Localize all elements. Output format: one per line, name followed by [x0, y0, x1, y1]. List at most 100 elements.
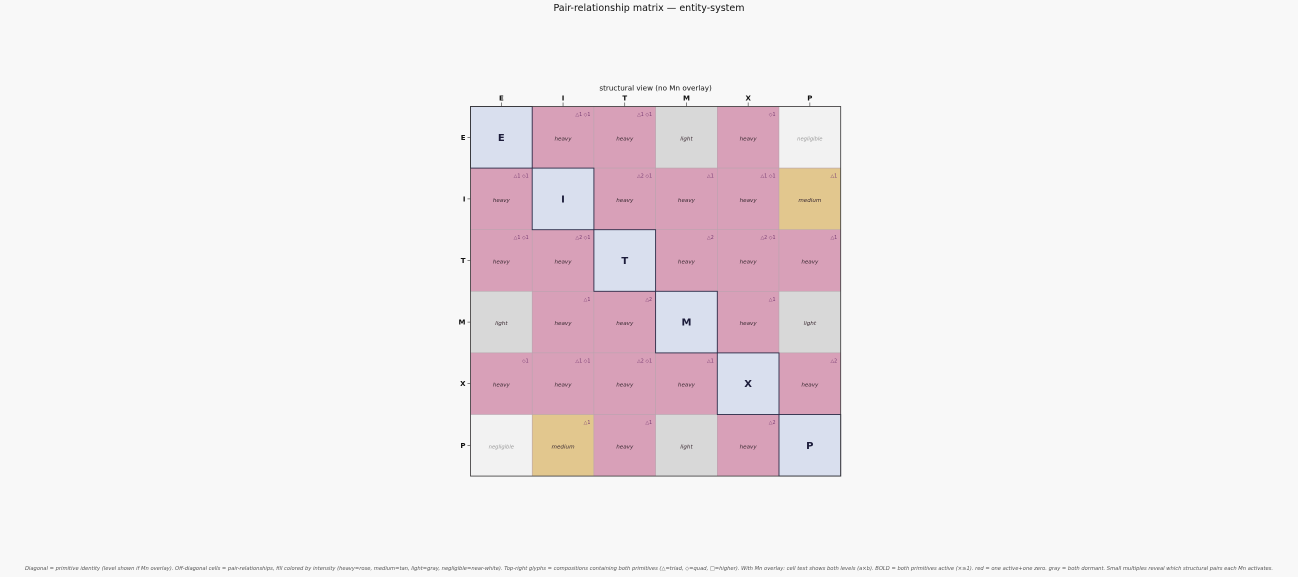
cell-intensity-label: heavy [740, 444, 758, 450]
row-header: T [461, 257, 466, 265]
matrix-cell-heavy [717, 229, 780, 292]
row-header: X [460, 380, 466, 388]
matrix-cell-medium [778, 167, 841, 230]
cell-intensity-label: heavy [616, 198, 634, 204]
matrix-cell-light [778, 291, 841, 354]
cell-intensity-label: negligible [489, 444, 514, 450]
matrix-title: structural view (no Mn overlay) [599, 84, 712, 93]
matrix-cell-heavy [531, 352, 595, 415]
matrix-cell-negligible [470, 414, 533, 477]
cell-intensity-label: heavy [740, 136, 758, 142]
cell-intensity-label: heavy [493, 383, 511, 389]
composition-glyph: △1 [707, 174, 714, 180]
composition-glyph: △1 [584, 420, 591, 426]
cell-intensity-label: heavy [616, 444, 634, 450]
matrix-cell-heavy [593, 414, 656, 477]
matrix-cell-heavy [593, 106, 656, 169]
diagonal-cell [593, 229, 657, 292]
cell-intensity-label: heavy [493, 260, 511, 266]
composition-glyph: △2 [707, 235, 714, 241]
composition-glyph: △2 ◇1 [575, 235, 590, 241]
composition-glyph: △1 [645, 420, 652, 426]
matrix-cell-heavy [593, 352, 656, 415]
matrix-frame [470, 106, 842, 477]
cell-intensity-label: heavy [555, 260, 573, 266]
composition-glyph: △1 ◇1 [637, 112, 652, 118]
matrix-cell-heavy [531, 291, 595, 354]
matrix-cell-heavy [531, 106, 595, 169]
row-header: M [459, 319, 466, 327]
diagonal-cell [716, 352, 780, 415]
composition-glyph: △2 [830, 358, 837, 364]
column-header: X [745, 95, 751, 103]
composition-glyph: △1 ◇1 [760, 174, 775, 180]
column-header: P [807, 95, 812, 103]
composition-glyph: △1 ◇1 [575, 112, 590, 118]
composition-glyph: △1 ◇1 [575, 358, 590, 364]
cell-intensity-label: heavy [555, 136, 573, 142]
cell-intensity-label: heavy [678, 383, 696, 389]
matrix-cell-negligible [778, 106, 841, 169]
row-header: I [463, 195, 466, 203]
matrix-cell-light [470, 291, 533, 354]
cell-intensity-label: medium [552, 444, 576, 450]
cell-intensity-label: heavy [616, 321, 634, 327]
cell-intensity-label: heavy [740, 198, 758, 204]
column-header: E [499, 95, 504, 103]
column-header: M [683, 95, 690, 103]
composition-glyph: △2 ◇1 [637, 358, 652, 364]
matrix-cell-heavy [593, 291, 656, 354]
cell-intensity-label: negligible [797, 136, 822, 142]
footnote: Diagonal = primitive identity (level sho… [24, 566, 1274, 572]
cell-intensity-label: light [495, 321, 508, 327]
composition-glyph: △1 [707, 358, 714, 364]
cell-intensity-label: light [804, 321, 817, 327]
cell-intensity-label: heavy [678, 260, 696, 266]
cell-intensity-label: medium [798, 198, 822, 204]
matrix-cell-heavy [531, 229, 595, 292]
composition-glyph: △2 ◇1 [637, 174, 652, 180]
figure-title: Pair-relationship matrix — entity-system [553, 3, 745, 14]
cell-intensity-label: heavy [801, 260, 819, 266]
composition-glyph: △2 [769, 420, 776, 426]
row-header: P [460, 442, 465, 450]
matrix-cell-heavy [593, 167, 656, 230]
composition-glyph: △1 ◇1 [514, 235, 529, 241]
column-header: T [622, 95, 627, 103]
cell-intensity-label: heavy [801, 383, 819, 389]
cell-intensity-label: heavy [493, 198, 511, 204]
matrix-cell-heavy [778, 229, 841, 292]
cell-intensity-label: heavy [616, 136, 634, 142]
diagonal-label: T [621, 256, 628, 267]
diagonal-label: P [806, 441, 813, 452]
diagonal-label: I [561, 194, 565, 205]
composition-glyph: ◇1 [522, 358, 529, 364]
composition-glyph: △1 [830, 235, 837, 241]
matrix-cell-heavy [655, 352, 718, 415]
cell-intensity-label: heavy [740, 260, 758, 266]
composition-glyph: △1 ◇1 [514, 174, 529, 180]
diagonal-label: X [744, 379, 752, 390]
cell-intensity-label: light [680, 136, 693, 142]
cell-intensity-label: heavy [678, 198, 696, 204]
matrix-cell-heavy [717, 291, 780, 354]
composition-glyph: △2 [645, 297, 652, 303]
cell-intensity-label: heavy [555, 383, 573, 389]
matrix-cell-heavy [655, 229, 718, 292]
cell-intensity-label: light [680, 444, 693, 450]
diagonal-label: E [498, 133, 505, 144]
composition-glyph: △1 [830, 174, 837, 180]
composition-glyph: △1 [584, 297, 591, 303]
cell-intensity-label: heavy [555, 321, 573, 327]
composition-glyph: △2 ◇1 [760, 235, 775, 241]
cell-intensity-label: heavy [740, 321, 758, 327]
diagonal-cell [655, 290, 718, 354]
composition-glyph: ◇1 [769, 112, 776, 118]
matrix-cell-heavy [470, 229, 533, 292]
diagonal-label: M [681, 318, 691, 329]
composition-glyph: △1 [769, 297, 776, 303]
column-header: I [562, 95, 565, 103]
cell-intensity-label: heavy [616, 383, 634, 389]
diagonal-cell [531, 167, 595, 231]
